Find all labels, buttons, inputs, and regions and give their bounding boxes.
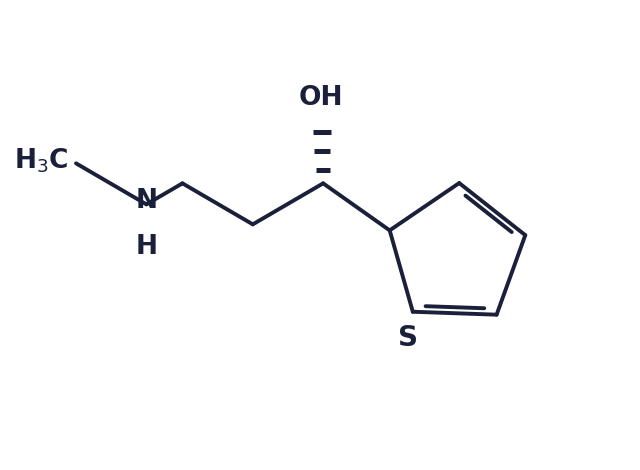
Text: OH: OH [299, 86, 344, 111]
Text: S: S [398, 324, 418, 352]
Text: H: H [136, 235, 157, 260]
Text: H$_3$C: H$_3$C [13, 146, 68, 174]
Text: N: N [136, 188, 157, 214]
